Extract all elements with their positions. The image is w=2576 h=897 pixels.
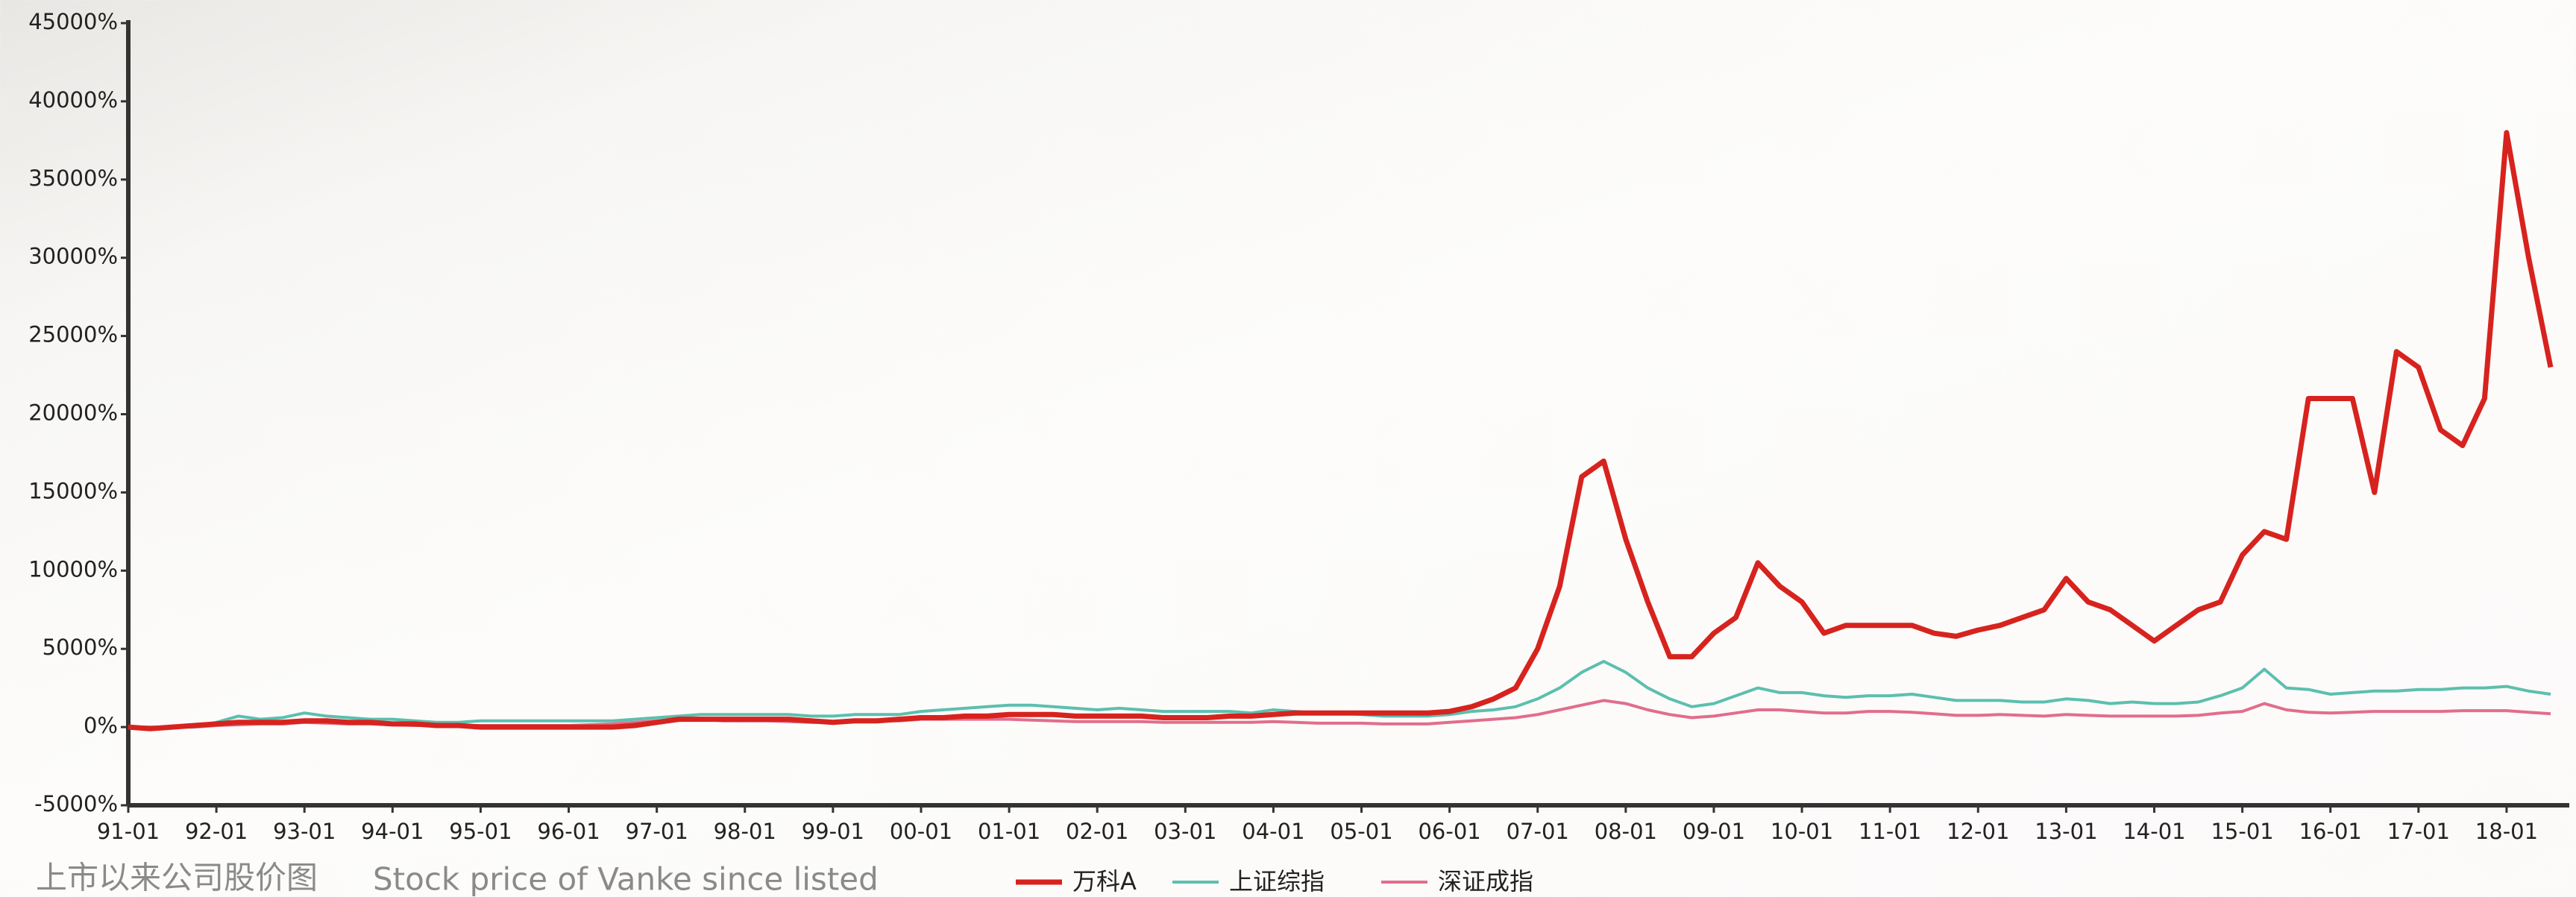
x-tick-label: 98-01 xyxy=(714,819,776,844)
caption: 上市以来公司股价图 xyxy=(36,860,318,896)
x-tick-label: 13-01 xyxy=(2035,819,2097,844)
x-tick-label: 97-01 xyxy=(626,819,688,844)
x-tick-label: 17-01 xyxy=(2387,819,2450,844)
y-tick-label: 25000% xyxy=(28,322,118,347)
y-tick-label: 10000% xyxy=(28,556,118,582)
x-tick-label: 92-01 xyxy=(185,819,248,844)
x-tick-label: 93-01 xyxy=(273,819,336,844)
x-tick-label: 05-01 xyxy=(1330,819,1392,844)
x-tick-label: 08-01 xyxy=(1595,819,1657,844)
x-tick-label: 15-01 xyxy=(2211,819,2273,844)
series-line xyxy=(128,130,2554,731)
y-tick-label: 40000% xyxy=(28,87,118,113)
legend-label: 上证综指 xyxy=(1229,867,1325,896)
x-tick-label: 12-01 xyxy=(1947,819,2009,844)
x-tick-label: 07-01 xyxy=(1507,819,1569,844)
y-tick-label: 0% xyxy=(84,713,118,738)
x-tick-label: 91-01 xyxy=(97,819,160,844)
x-tick-label: 09-01 xyxy=(1683,819,1745,844)
x-tick-label: 01-01 xyxy=(978,819,1040,844)
y-tick-label: 30000% xyxy=(28,244,118,269)
caption-en: Stock price of Vanke since listed xyxy=(373,861,879,897)
legend-label: 深证成指 xyxy=(1438,867,1533,896)
x-tick-label: 18-01 xyxy=(2475,819,2538,844)
x-tick-label: 16-01 xyxy=(2299,819,2362,844)
y-tick-label: -5000% xyxy=(34,791,118,816)
y-tick-label: 5000% xyxy=(43,635,118,660)
x-tick-label: 06-01 xyxy=(1418,819,1480,844)
y-tick-label: 15000% xyxy=(28,478,118,503)
x-tick-label: 95-01 xyxy=(449,819,512,844)
x-tick-label: 99-01 xyxy=(802,819,864,844)
y-tick-label: 20000% xyxy=(28,400,118,426)
x-tick-label: 03-01 xyxy=(1154,819,1216,844)
x-tick-label: 14-01 xyxy=(2123,819,2185,844)
x-tick-label: 00-01 xyxy=(890,819,952,844)
y-tick-label: 45000% xyxy=(28,9,118,34)
legend-label: 万科A xyxy=(1072,867,1137,896)
x-tick-label: 02-01 xyxy=(1066,819,1128,844)
x-tick-label: 94-01 xyxy=(361,819,424,844)
x-tick-label: 96-01 xyxy=(537,819,600,844)
x-tick-label: 10-01 xyxy=(1771,819,1833,844)
x-tick-label: 04-01 xyxy=(1242,819,1304,844)
y-tick-label: 35000% xyxy=(28,166,118,191)
x-tick-label: 11-01 xyxy=(1859,819,1921,844)
